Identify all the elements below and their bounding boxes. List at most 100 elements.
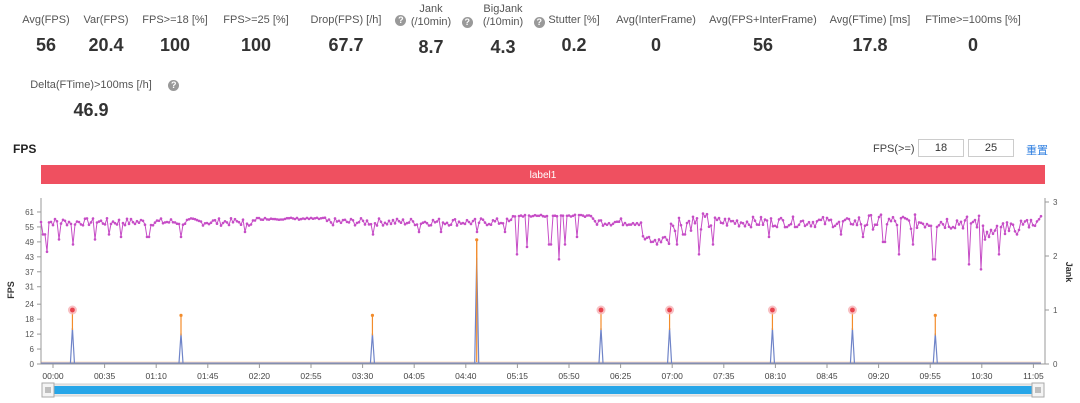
fps-point <box>927 224 931 227</box>
fps-threshold-high-input[interactable] <box>968 139 1014 157</box>
fps-point <box>775 225 779 229</box>
fps-point <box>103 223 107 226</box>
metric-value: 56 <box>752 35 774 55</box>
fps-point <box>1039 214 1043 218</box>
fps-point <box>839 233 843 236</box>
fps-point <box>217 217 221 220</box>
fps-point <box>713 216 717 219</box>
fps-point <box>653 238 657 242</box>
fps-point <box>237 220 241 224</box>
x-tick-label: 09:55 <box>920 371 942 381</box>
fps-point <box>695 217 699 220</box>
fps-point <box>317 217 321 221</box>
metric-2: FPS>=18 [%] 100 <box>95 14 255 56</box>
y-left-tick-label: 0 <box>30 360 35 369</box>
fps-point <box>663 235 667 239</box>
fps-point <box>667 242 671 245</box>
fps-point <box>299 217 303 221</box>
fps-point <box>751 215 755 219</box>
metric-5: Jank (/10min)? 8.7 <box>351 3 511 58</box>
fps-point <box>243 230 247 234</box>
metric-label: Stutter [%] <box>548 14 600 26</box>
fps-point <box>417 230 421 234</box>
fps-point <box>153 221 157 224</box>
fps-point <box>215 222 219 225</box>
y-right-tick-label: 2 <box>1053 252 1058 261</box>
fps-point <box>175 222 179 225</box>
fps-point <box>797 223 801 227</box>
fps-point <box>625 223 629 227</box>
fps-point <box>157 219 161 223</box>
fps-point <box>891 215 895 219</box>
fps-point <box>623 221 627 225</box>
reset-button[interactable]: 重置 <box>1026 145 1048 157</box>
fps-point <box>557 258 561 261</box>
fps-point <box>357 220 361 224</box>
metric-value: 17.8 <box>852 35 888 55</box>
fps-point <box>431 218 435 222</box>
fps-point <box>757 223 761 226</box>
fps-point <box>385 223 389 226</box>
metric-1: Var(FPS) 20.4 <box>26 14 186 56</box>
y-left-tick-label: 61 <box>25 208 34 217</box>
fps-point <box>93 238 97 241</box>
help-icon[interactable]: ? <box>168 80 180 91</box>
range-slider-fill[interactable] <box>54 386 1032 394</box>
x-tick-label: 05:15 <box>507 371 529 381</box>
fps-point <box>939 220 943 224</box>
fps-point <box>487 222 491 226</box>
fps-point <box>837 220 841 224</box>
help-icon[interactable]: ? <box>395 15 407 26</box>
fps-point <box>71 243 75 246</box>
fps-point <box>803 224 807 228</box>
metric-value: 67.7 <box>328 35 364 55</box>
help-icon[interactable]: ? <box>533 17 545 28</box>
fps-point <box>577 213 581 217</box>
fps-point <box>289 216 293 220</box>
fps-point <box>607 221 611 225</box>
metric-8: Avg(InterFrame) 0 <box>576 14 736 56</box>
fps-point <box>261 218 265 221</box>
fps-point <box>741 221 745 225</box>
fps-point <box>779 216 783 220</box>
fps-point <box>703 215 707 218</box>
fps-point <box>925 222 929 226</box>
fps-point <box>777 218 781 221</box>
fps-point <box>995 224 999 228</box>
jank-point <box>179 313 183 317</box>
fps-point <box>75 220 79 223</box>
metric-value: 4.3 <box>490 37 516 57</box>
fps-point <box>515 253 519 256</box>
help-icon[interactable]: ? <box>461 17 473 28</box>
fps-point <box>729 219 733 223</box>
fps-point <box>365 219 369 222</box>
jank-spike <box>769 327 776 364</box>
fps-point <box>477 221 481 225</box>
fps-point <box>953 226 957 230</box>
fps-point <box>783 225 787 229</box>
fps-point <box>293 217 297 221</box>
fps-point <box>599 219 603 222</box>
fps-point <box>129 217 133 221</box>
fps-point <box>285 216 289 220</box>
metric-label: Drop(FPS) [/h] <box>310 14 382 26</box>
fps-point <box>185 218 189 222</box>
range-slider[interactable] <box>41 382 1045 398</box>
fps-threshold-low-input[interactable] <box>918 139 964 157</box>
fps-point <box>457 220 461 223</box>
fps-point <box>147 235 151 239</box>
fps-point <box>899 216 903 220</box>
fps-point <box>391 218 395 222</box>
x-tick-label: 07:00 <box>662 371 684 381</box>
fps-point <box>469 222 473 226</box>
fps-point <box>541 214 545 218</box>
fps-point <box>53 217 57 221</box>
fps-point <box>445 221 449 225</box>
fps-point <box>359 217 363 220</box>
fps-point <box>247 224 251 227</box>
fps-point <box>759 215 763 219</box>
fps-point <box>45 250 49 254</box>
fps-point <box>533 213 537 217</box>
fps-point <box>1033 224 1037 228</box>
metric-7: Stutter [%] 0.2 <box>494 14 654 56</box>
